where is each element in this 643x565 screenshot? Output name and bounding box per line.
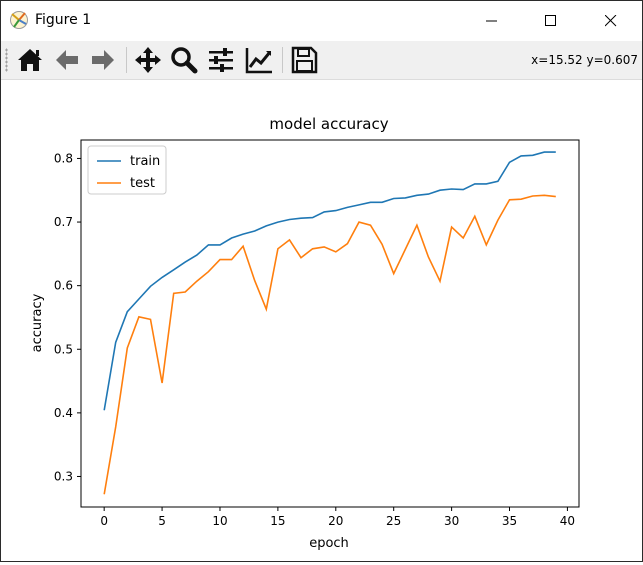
accuracy-chart: model accuracy 0 5 10 15 20 25 30 35 40 0.3 0.4 0.5… (30, 115, 580, 551)
subplots-config-button[interactable] (206, 45, 236, 75)
maximize-button[interactable] (528, 1, 574, 41)
zoom-icon (171, 47, 198, 74)
forward-arrow-icon (92, 50, 114, 70)
navigation-toolbar (1, 41, 642, 80)
toolbar-separator (282, 47, 283, 73)
minimize-button[interactable] (469, 1, 515, 41)
subplots-config-icon (209, 48, 233, 72)
y-tick-label: 0.8 (54, 151, 73, 165)
save-button[interactable] (289, 45, 319, 75)
edit-axis-button[interactable] (244, 45, 274, 75)
figure-canvas[interactable]: model accuracy 0 5 10 15 20 25 30 35 40 0.3 0.4 0.5… (1, 80, 642, 561)
y-axis-label: accuracy (30, 293, 45, 352)
x-tick-label: 25 (386, 514, 401, 528)
plot-area-frame (80, 139, 580, 508)
y-tick-label: 0.6 (54, 279, 73, 293)
close-icon (605, 15, 617, 27)
minimize-icon (486, 20, 497, 22)
chart-title: model accuracy (269, 115, 388, 133)
legend-label-train: train (130, 154, 160, 169)
x-tick-label: 5 (158, 514, 166, 528)
back-button[interactable] (52, 45, 82, 75)
x-tick-label: 10 (212, 514, 227, 528)
save-icon (291, 46, 318, 74)
x-tick-label: 15 (270, 514, 285, 528)
series-line-test (103, 194, 556, 495)
maximize-icon (545, 15, 556, 26)
y-tick-label: 0.3 (54, 469, 73, 483)
back-arrow-icon (56, 50, 78, 70)
x-axis-label: epoch (309, 536, 349, 551)
zoom-button[interactable] (169, 45, 199, 75)
toolbar-separator (126, 47, 127, 73)
x-tick-label: 35 (502, 514, 517, 528)
y-tick-label: 0.7 (54, 215, 73, 229)
toolbar-grip[interactable] (5, 48, 8, 72)
edit-axis-icon (245, 48, 272, 74)
y-tick-label: 0.4 (54, 406, 73, 420)
x-tick-label: 20 (328, 514, 343, 528)
home-button[interactable] (15, 45, 45, 75)
pan-icon (135, 47, 161, 73)
legend-label-test: test (130, 176, 155, 191)
y-tick-label: 0.5 (54, 342, 73, 356)
forward-button[interactable] (88, 45, 118, 75)
home-icon (18, 49, 42, 71)
series-line-train (103, 151, 556, 411)
matplotlib-app-icon (10, 11, 28, 29)
legend-box (87, 145, 167, 195)
pan-button[interactable] (133, 45, 163, 75)
title-bar: Figure 1 (1, 1, 642, 41)
cursor-coordinates: x=15.52 y=0.607 (531, 53, 638, 67)
close-button[interactable] (588, 1, 634, 41)
x-tick-label: 30 (444, 514, 459, 528)
window-title: Figure 1 (35, 12, 92, 28)
x-tick-label: 0 (100, 514, 108, 528)
x-tick-label: 40 (560, 514, 575, 528)
